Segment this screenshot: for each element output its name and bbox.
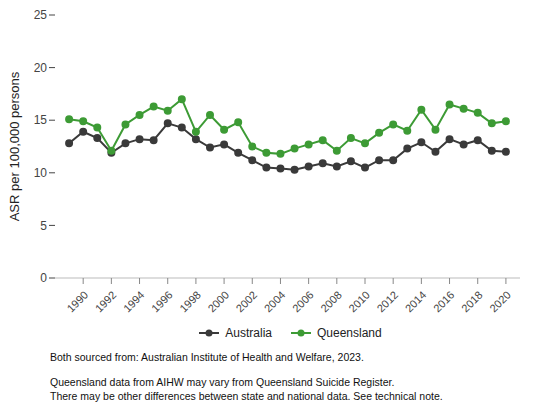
svg-text:2000: 2000 bbox=[205, 289, 231, 315]
svg-text:10: 10 bbox=[34, 166, 48, 180]
svg-text:1992: 1992 bbox=[93, 289, 119, 315]
html-text:Queensland: Queensland bbox=[317, 326, 382, 340]
html-text:There may be other differences: There may be other differences between s… bbox=[50, 390, 443, 402]
svg-text:1990: 1990 bbox=[64, 289, 90, 315]
svg-text:25: 25 bbox=[34, 8, 48, 22]
svg-text:1998: 1998 bbox=[177, 289, 203, 315]
svg-text:2002: 2002 bbox=[234, 289, 260, 315]
svg-text:5: 5 bbox=[40, 219, 47, 233]
svg-text:2010: 2010 bbox=[346, 289, 372, 315]
svg-text:1996: 1996 bbox=[149, 289, 175, 315]
svg-text:ASR per 100,000 persons: ASR per 100,000 persons bbox=[8, 71, 22, 221]
html-text:Both sourced from: Australian: Both sourced from: Australian Institute … bbox=[50, 351, 364, 363]
svg-text:15: 15 bbox=[34, 113, 48, 127]
svg-text:2014: 2014 bbox=[403, 289, 429, 315]
html-text:Queensland data from AIHW may: Queensland data from AIHW may vary from … bbox=[50, 376, 395, 388]
svg-text:2018: 2018 bbox=[459, 289, 485, 315]
svg-text:2012: 2012 bbox=[374, 289, 400, 315]
svg-text:2020: 2020 bbox=[487, 289, 513, 315]
html-text:Australia: Australia bbox=[225, 326, 272, 340]
svg-text:2016: 2016 bbox=[431, 289, 457, 315]
svg-text:0: 0 bbox=[40, 271, 47, 285]
svg-text:1994: 1994 bbox=[121, 289, 147, 315]
svg-text:2004: 2004 bbox=[262, 289, 288, 315]
svg-text:2008: 2008 bbox=[318, 289, 344, 315]
svg-text:2006: 2006 bbox=[290, 289, 316, 315]
svg-text:20: 20 bbox=[34, 61, 48, 75]
